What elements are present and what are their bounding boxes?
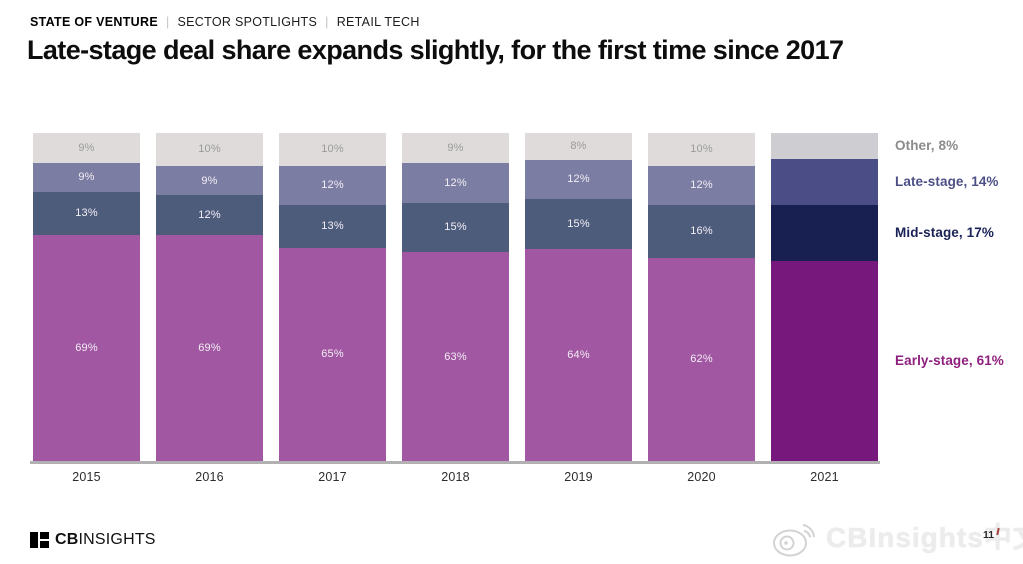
legend-early-stage: Early-stage, 61%	[895, 352, 1004, 368]
segment-value-label: 10%	[198, 143, 221, 156]
segment-value-label: 12%	[444, 176, 467, 189]
page-number: 11	[983, 529, 995, 541]
page-title: Late-stage deal share expands slightly, …	[27, 35, 844, 65]
bar-2015: 9% 9% 13% 69%	[33, 133, 140, 461]
logo-text-regular: INSIGHTS	[78, 531, 156, 548]
segment-early-stage: 62%	[648, 257, 755, 461]
segment-late-stage	[771, 159, 878, 206]
x-axis-line	[30, 461, 880, 464]
segment-value-label: 13%	[75, 207, 98, 220]
segment-other	[771, 133, 878, 160]
segment-other: 10%	[648, 133, 755, 166]
bar-2016: 10% 9% 12% 69%	[156, 133, 263, 461]
x-tick-2016: 2016	[195, 470, 224, 484]
cbinsights-logo-text: CBINSIGHTS	[55, 531, 156, 549]
segment-value-label: 63%	[444, 350, 467, 363]
segment-other: 10%	[156, 133, 263, 166]
segment-value-label: 10%	[690, 143, 713, 156]
segment-other: 9%	[33, 133, 140, 163]
segment-late-stage: 12%	[279, 165, 386, 206]
segment-value-label: 12%	[690, 179, 713, 192]
segment-value-label: 16%	[690, 225, 713, 238]
stacked-bar-chart: 9% 9% 13% 69% 10% 9% 12% 69% 10% 12% 13% 65% 9% 12% 15…	[33, 133, 879, 461]
segment-value-label: 8%	[570, 140, 587, 153]
legend-late-stage: Late-stage, 14%	[895, 174, 999, 190]
segment-value-label: 62%	[690, 353, 713, 366]
bar-2020: 10% 12% 16% 62%	[648, 133, 755, 461]
x-tick-2018: 2018	[441, 470, 470, 484]
segment-value-label: 12%	[198, 208, 221, 221]
segment-early-stage: 69%	[33, 234, 140, 461]
legend-mid-stage: Mid-stage, 17%	[895, 225, 994, 241]
segment-value-label: 12%	[321, 179, 344, 192]
breadcrumb-item-sector-spotlights: SECTOR SPOTLIGHTS	[177, 15, 318, 29]
watermark: CBInsights中文	[770, 512, 1023, 560]
bar-2017: 10% 12% 13% 65%	[279, 133, 386, 461]
segment-late-stage: 12%	[648, 165, 755, 206]
segment-value-label: 10%	[321, 143, 344, 156]
segment-value-label: 64%	[567, 348, 590, 361]
segment-late-stage: 12%	[525, 159, 632, 200]
segment-value-label: 9%	[201, 174, 218, 187]
segment-mid-stage: 13%	[33, 192, 140, 235]
segment-value-label: 13%	[321, 220, 344, 233]
breadcrumb-separator: |	[165, 15, 170, 29]
segment-early-stage	[771, 260, 878, 461]
segment-early-stage: 63%	[402, 252, 509, 461]
breadcrumb: STATE OF VENTURE | SECTOR SPOTLIGHTS | R…	[30, 15, 420, 29]
segment-late-stage: 12%	[402, 162, 509, 203]
x-tick-2019: 2019	[564, 470, 593, 484]
breadcrumb-item-state-of-venture: STATE OF VENTURE	[30, 15, 158, 29]
segment-early-stage: 64%	[525, 248, 632, 461]
breadcrumb-item-retail-tech: RETAIL TECH	[336, 15, 420, 29]
segment-value-label: 65%	[321, 348, 344, 361]
breadcrumb-separator: |	[325, 15, 329, 29]
segment-value-label: 15%	[567, 218, 590, 231]
x-tick-2021: 2021	[810, 470, 839, 484]
chart-legend: Other, 8% Late-stage, 14% Mid-stage, 17% Ea…	[895, 133, 1023, 461]
bar-2019: 8% 12% 15% 64%	[525, 133, 632, 461]
cbinsights-logo: CBINSIGHTS	[30, 531, 156, 549]
segment-value-label: 69%	[75, 341, 98, 354]
segment-early-stage: 65%	[279, 247, 386, 461]
bar-2021	[771, 133, 878, 461]
segment-mid-stage: 15%	[402, 202, 509, 253]
x-tick-2015: 2015	[72, 470, 101, 484]
segment-mid-stage: 16%	[648, 205, 755, 258]
segment-other: 8%	[525, 133, 632, 160]
segment-late-stage: 9%	[33, 162, 140, 193]
bar-2018: 9% 12% 15% 63%	[402, 133, 509, 461]
cbinsights-logo-icon	[30, 532, 49, 548]
watermark-text: CBInsights中文	[826, 522, 1023, 553]
x-tick-2020: 2020	[687, 470, 716, 484]
segment-early-stage: 69%	[156, 234, 263, 461]
segment-other: 9%	[402, 133, 509, 163]
segment-mid-stage: 12%	[156, 195, 263, 235]
segment-value-label: 9%	[78, 171, 95, 184]
weibo-icon	[773, 524, 815, 557]
segment-value-label: 69%	[198, 341, 221, 354]
segment-late-stage: 9%	[156, 165, 263, 196]
segment-value-label: 9%	[78, 141, 95, 154]
x-tick-2017: 2017	[318, 470, 347, 484]
logo-text-bold: CB	[55, 531, 79, 548]
segment-value-label: 15%	[444, 221, 467, 234]
segment-other: 10%	[279, 133, 386, 166]
segment-mid-stage: 13%	[279, 205, 386, 248]
segment-value-label: 12%	[567, 173, 590, 186]
legend-other: Other, 8%	[895, 138, 959, 154]
segment-value-label: 9%	[447, 141, 464, 154]
segment-mid-stage: 15%	[525, 199, 632, 249]
segment-mid-stage	[771, 205, 878, 261]
